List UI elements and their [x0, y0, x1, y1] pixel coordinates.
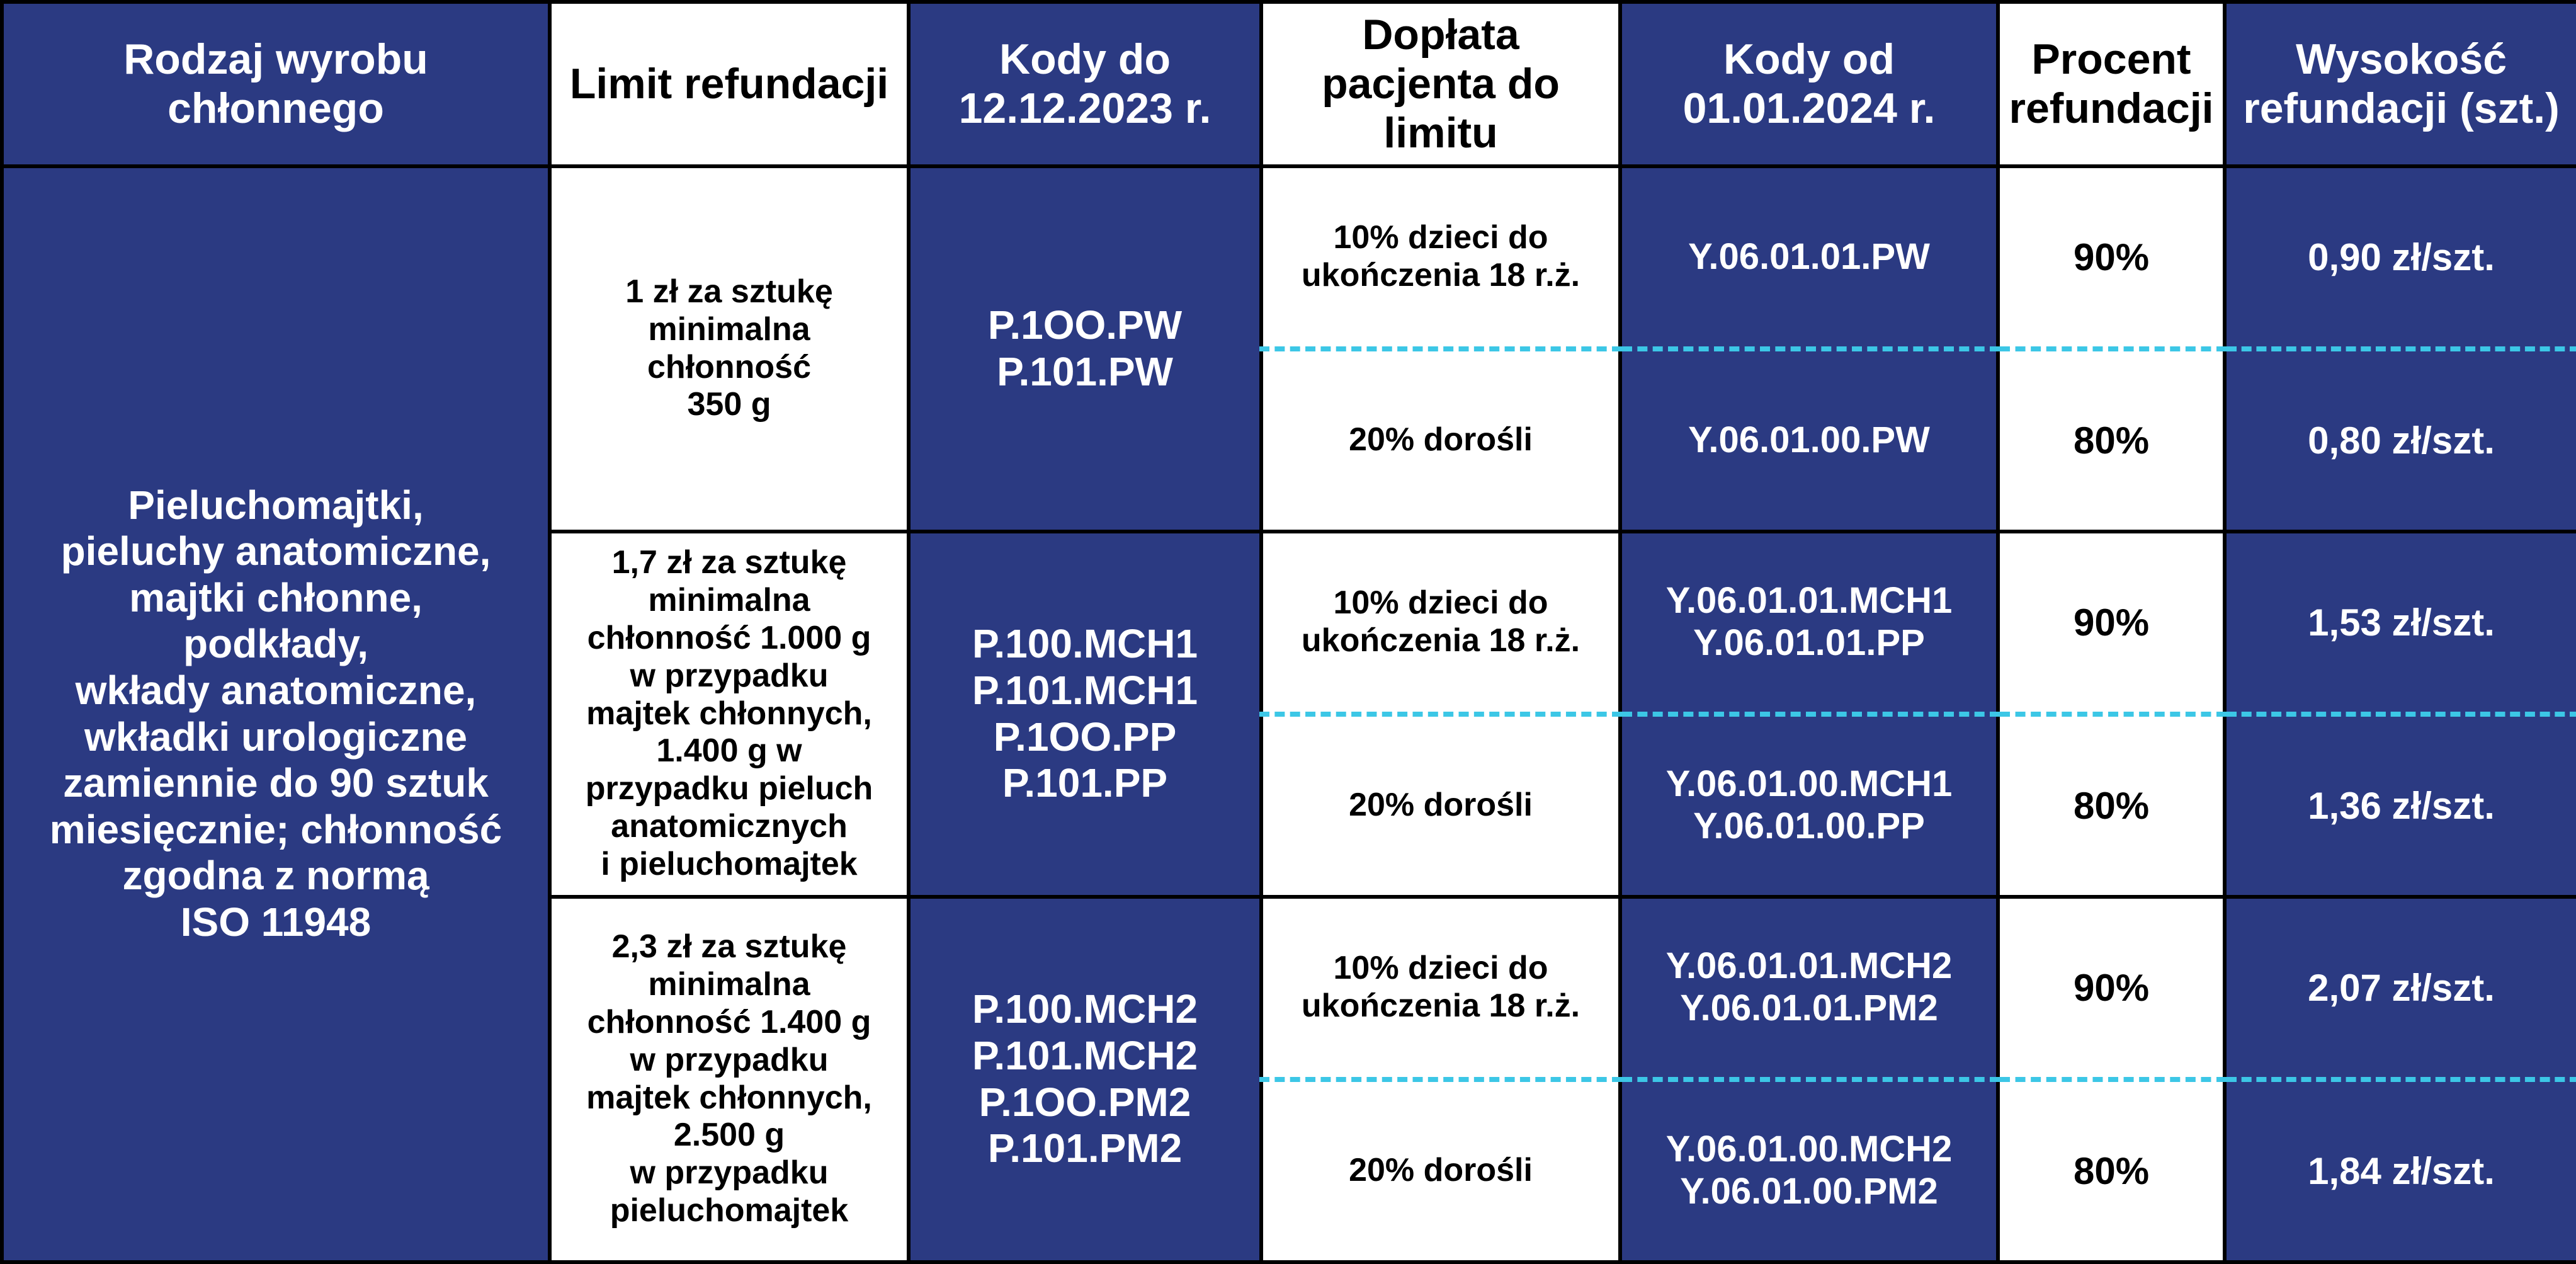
- cell-doplata: 10% dzieci doukończenia 18 r.ż.: [1261, 166, 1620, 349]
- cell-limit: 1 zł za sztukęminimalnachłonność350 g: [550, 166, 909, 532]
- cell-procent: 90%: [1998, 166, 2225, 349]
- cell-doplata: 20% dorośli: [1261, 714, 1620, 897]
- cell-old-codes: P.1OO.PWP.101.PW: [909, 166, 1261, 532]
- cell-procent: 80%: [1998, 1079, 2225, 1262]
- hdr-doplata: Dopłata pacjenta do limitu: [1261, 2, 1620, 166]
- cell-wysokosc: 1,84 zł/szt.: [2225, 1079, 2576, 1262]
- cell-wysokosc: 0,80 zł/szt.: [2225, 349, 2576, 532]
- cell-doplata: 10% dzieci doukończenia 18 r.ż.: [1261, 532, 1620, 714]
- hdr-wysokosc: Wysokość refundacji (szt.): [2225, 2, 2576, 166]
- cell-procent: 90%: [1998, 897, 2225, 1079]
- hdr-kody-do: Kody do 12.12.2023 r.: [909, 2, 1261, 166]
- cell-wysokosc: 1,36 zł/szt.: [2225, 714, 2576, 897]
- cell-new-codes: Y.06.01.00.PW: [1620, 349, 1998, 532]
- cell-new-codes: Y.06.01.01.MCH1Y.06.01.01.PP: [1620, 532, 1998, 714]
- cell-wysokosc: 0,90 zł/szt.: [2225, 166, 2576, 349]
- cell-limit: 1,7 zł za sztukęminimalnachłonność 1.000…: [550, 532, 909, 897]
- hdr-procent: Procent refundacji: [1998, 2, 2225, 166]
- cell-wysokosc: 2,07 zł/szt.: [2225, 897, 2576, 1079]
- cell-doplata: 20% dorośli: [1261, 349, 1620, 532]
- hdr-rodzaj: Rodzaj wyrobu chłonnego: [2, 2, 550, 166]
- cell-wysokosc: 1,53 zł/szt.: [2225, 532, 2576, 714]
- row-label: Pieluchomajtki,pieluchy anatomiczne,majt…: [2, 166, 550, 1262]
- cell-procent: 80%: [1998, 714, 2225, 897]
- cell-doplata: 20% dorośli: [1261, 1079, 1620, 1262]
- cell-doplata: 10% dzieci doukończenia 18 r.ż.: [1261, 897, 1620, 1079]
- cell-new-codes: Y.06.01.00.MCH2Y.06.01.00.PM2: [1620, 1079, 1998, 1262]
- cell-new-codes: Y.06.01.01.MCH2Y.06.01.01.PM2: [1620, 897, 1998, 1079]
- header-row: Rodzaj wyrobu chłonnego Limit refundacji…: [2, 2, 2576, 166]
- cell-new-codes: Y.06.01.00.MCH1Y.06.01.00.PP: [1620, 714, 1998, 897]
- cell-old-codes: P.100.MCH2P.101.MCH2P.1OO.PM2P.101.PM2: [909, 897, 1261, 1262]
- cell-old-codes: P.100.MCH1P.101.MCH1P.1OO.PPP.101.PP: [909, 532, 1261, 897]
- cell-limit: 2,3 zł za sztukęminimalnachłonność 1.400…: [550, 897, 909, 1262]
- hdr-kody-od: Kody od 01.01.2024 r.: [1620, 2, 1998, 166]
- table-row: Pieluchomajtki,pieluchy anatomiczne,majt…: [2, 166, 2576, 349]
- refund-table: Rodzaj wyrobu chłonnego Limit refundacji…: [0, 0, 2576, 1264]
- cell-procent: 80%: [1998, 349, 2225, 532]
- table-container: Rodzaj wyrobu chłonnego Limit refundacji…: [0, 0, 2576, 1246]
- cell-procent: 90%: [1998, 532, 2225, 714]
- cell-new-codes: Y.06.01.01.PW: [1620, 166, 1998, 349]
- hdr-limit: Limit refundacji: [550, 2, 909, 166]
